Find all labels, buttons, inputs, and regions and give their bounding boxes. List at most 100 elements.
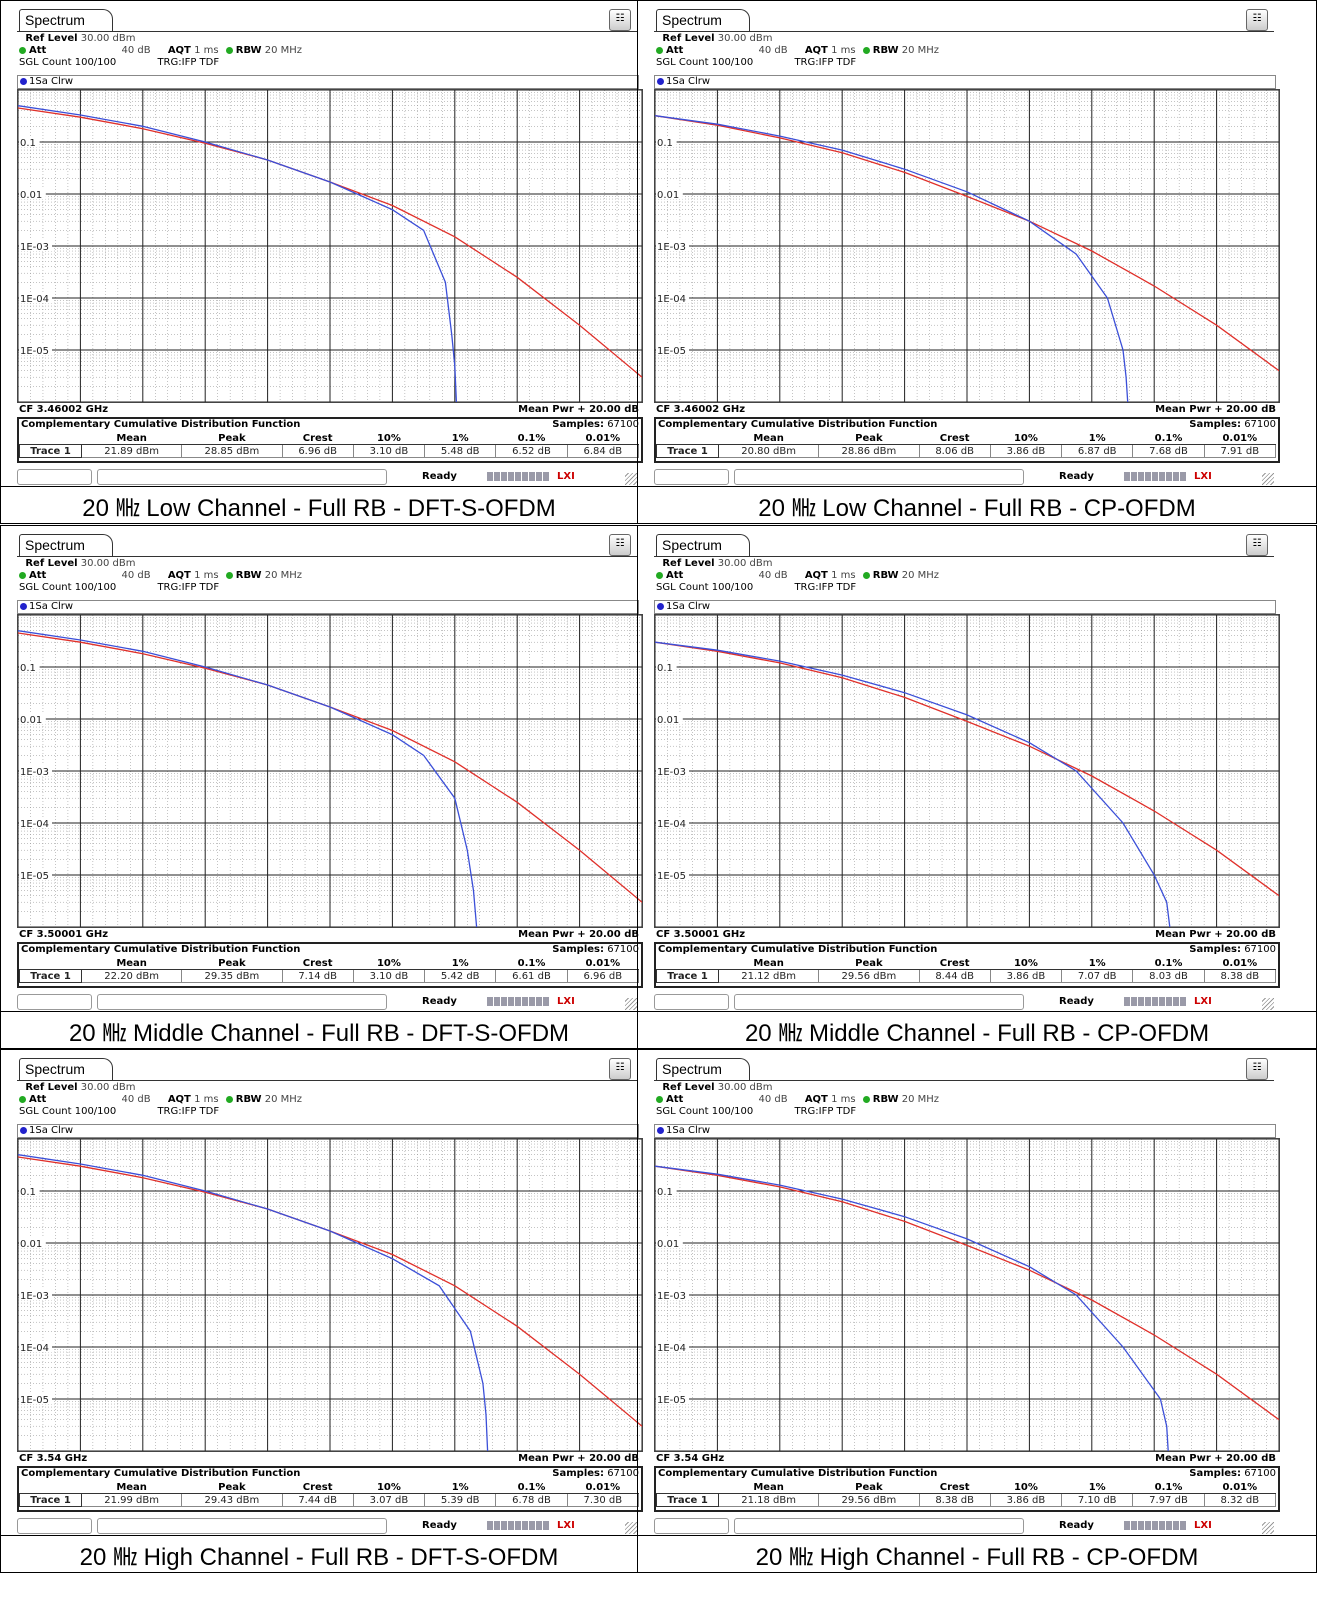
- resize-grip-icon[interactable]: [625, 1522, 637, 1534]
- stat-cell: 8.06 dB: [918, 444, 991, 458]
- status-message-field[interactable]: [97, 469, 387, 485]
- toolbar-menu-icon[interactable]: ☷: [609, 9, 631, 31]
- col-header: Mean: [718, 432, 819, 445]
- status-field[interactable]: [654, 469, 729, 485]
- resize-grip-icon[interactable]: [1262, 473, 1274, 485]
- ccdf-svg: 0.1 0.01 1E-03 1E-04 1E-05: [18, 90, 642, 402]
- ref-level-line: Ref Level 30.00 dBm: [25, 1082, 136, 1093]
- resize-grip-icon[interactable]: [625, 998, 637, 1010]
- ccdf-trace-blue: [655, 641, 1171, 927]
- status-field[interactable]: [17, 1518, 92, 1534]
- tick-label-bg: [656, 1393, 689, 1404]
- stat-cell: 7.68 dB: [1132, 444, 1205, 458]
- status-led-icon: [862, 571, 870, 579]
- ccdf-plot: 0.1 0.01 1E-03 1E-04 1E-05: [17, 614, 643, 928]
- tab-spectrum[interactable]: Spectrum: [656, 1058, 750, 1080]
- status-message-field[interactable]: [734, 469, 1024, 485]
- panel-caption: 20 ㎒ Middle Channel - Full RB - CP-OFDM: [637, 1011, 1317, 1049]
- status-field[interactable]: [17, 994, 92, 1010]
- tab-spectrum[interactable]: Spectrum: [656, 9, 750, 31]
- att-line: Att 40 dB AQT 1 ms RBW 20 MHz: [656, 1094, 939, 1106]
- tick-label-bg: [656, 817, 689, 828]
- stat-cell: 28.86 dBm: [818, 444, 920, 458]
- ready-status: Ready: [422, 996, 457, 1007]
- trace-label-bar: 1Sa Clrw: [654, 600, 1276, 614]
- table-header-row: Mean Peak Crest 10% 1% 0.1% 0.01%: [656, 1481, 1276, 1494]
- stat-cell: 6.61 dB: [495, 969, 568, 983]
- stat-cell: 29.35 dBm: [181, 969, 283, 983]
- toolbar-menu-icon[interactable]: ☷: [1246, 1058, 1268, 1080]
- toolbar-menu-icon[interactable]: ☷: [609, 534, 631, 556]
- trace-marker-icon: [20, 77, 27, 85]
- toolbar-menu-icon[interactable]: ☷: [1246, 9, 1268, 31]
- status-led-icon: [656, 1095, 663, 1103]
- analyzer-screen: Spectrum ☷ Ref Level 30.00 dBm Att 40 dB…: [652, 5, 1282, 510]
- tick-label-bg: [19, 1185, 40, 1196]
- ccdf-svg: 0.1 0.01 1E-03 1E-04 1E-05: [18, 1139, 642, 1451]
- status-bar: Ready LXI: [654, 1516, 1276, 1536]
- stat-cell: 7.91 dB: [1203, 444, 1277, 458]
- stat-cell: 21.18 dBm: [717, 1493, 820, 1507]
- progress-meter: [487, 997, 549, 1006]
- y-tick-label: 1E-04: [20, 819, 49, 830]
- y-tick-label: 0.1: [657, 138, 673, 149]
- tick-label-bg: [19, 661, 40, 672]
- panel-caption: 20 ㎒ Low Channel - Full RB - DFT-S-OFDM: [0, 486, 638, 524]
- status-message-field[interactable]: [97, 994, 387, 1010]
- analyzer-screen: Spectrum ☷ Ref Level 30.00 dBm Att 40 dB…: [15, 530, 645, 1035]
- table-header-row: Mean Peak Crest 10% 1% 0.1% 0.01%: [656, 432, 1276, 445]
- y-tick-label: 0.1: [20, 663, 36, 674]
- toolbar-menu-icon[interactable]: ☷: [609, 1058, 631, 1080]
- y-tick-label: 1E-04: [657, 819, 686, 830]
- ccdf-trace-red: [18, 632, 642, 903]
- col-header: 10%: [990, 432, 1062, 445]
- col-header: 10%: [353, 432, 425, 445]
- resize-grip-icon[interactable]: [1262, 1522, 1274, 1534]
- col-header: 10%: [353, 1481, 425, 1494]
- mean-pwr-label: Mean Pwr + 20.00 dB: [1155, 929, 1276, 940]
- y-tick-label: 1E-04: [657, 294, 686, 305]
- toolbar-menu-icon[interactable]: ☷: [1246, 534, 1268, 556]
- cf-line: CF 3.46002 GHz Mean Pwr + 20.00 dB: [654, 403, 1276, 417]
- tab-spectrum[interactable]: Spectrum: [19, 9, 113, 31]
- samples-readout: Samples: 67100: [552, 419, 639, 430]
- stat-cell: 28.85 dBm: [181, 444, 283, 458]
- status-led-icon: [862, 1095, 870, 1103]
- tab-bar: Spectrum ☷: [654, 1056, 1274, 1081]
- resize-grip-icon[interactable]: [625, 473, 637, 485]
- stat-cell: 8.03 dB: [1132, 969, 1205, 983]
- stat-cell: 29.56 dBm: [818, 969, 920, 983]
- y-tick-label: 1E-05: [20, 346, 49, 357]
- tab-spectrum[interactable]: Spectrum: [19, 1058, 113, 1080]
- status-led-icon: [656, 46, 663, 54]
- y-tick-label: 0.01: [657, 190, 679, 201]
- col-header: Peak: [181, 957, 282, 970]
- status-field[interactable]: [17, 469, 92, 485]
- tab-spectrum[interactable]: Spectrum: [19, 534, 113, 556]
- ccdf-results: Complementary Cumulative Distribution Fu…: [17, 417, 643, 463]
- tab-spectrum[interactable]: Spectrum: [656, 534, 750, 556]
- y-tick-label: 0.1: [657, 1187, 673, 1198]
- status-message-field[interactable]: [734, 1518, 1024, 1534]
- table-row: Trace 1 22.20 dBm 29.35 dBm 7.14 dB 3.10 dB 5…: [19, 969, 640, 983]
- stat-cell: 6.84 dB: [566, 444, 640, 458]
- progress-meter: [487, 472, 549, 481]
- att-line: Att 40 dB AQT 1 ms RBW 20 MHz: [19, 45, 302, 57]
- row-label: Trace 1: [656, 444, 719, 458]
- status-message-field[interactable]: [734, 994, 1024, 1010]
- stat-cell: 3.10 dB: [352, 969, 426, 983]
- col-header: 0.01%: [567, 957, 639, 970]
- status-message-field[interactable]: [97, 1518, 387, 1534]
- screenshot-cell-2: Spectrum ☷ Ref Level 30.00 dBm Att 40 dB…: [637, 0, 1317, 510]
- status-field[interactable]: [654, 1518, 729, 1534]
- col-header: Peak: [818, 432, 919, 445]
- trace-label-bar: 1Sa Clrw: [17, 1124, 639, 1138]
- col-header: 1%: [1061, 432, 1133, 445]
- status-field[interactable]: [654, 994, 729, 1010]
- status-bar: Ready LXI: [654, 467, 1276, 487]
- stat-cell: 3.86 dB: [989, 969, 1063, 983]
- stat-cell: 6.96 dB: [566, 969, 640, 983]
- resize-grip-icon[interactable]: [1262, 998, 1274, 1010]
- lxi-icon: LXI: [1194, 1520, 1212, 1531]
- trace-marker-icon: [657, 602, 664, 610]
